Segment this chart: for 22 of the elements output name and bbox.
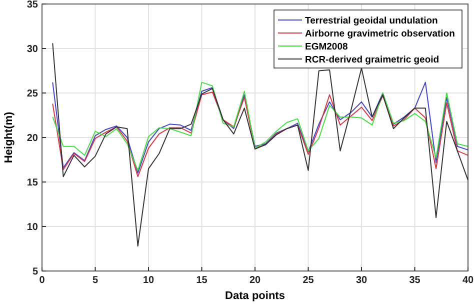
x-tick-label: 15 <box>196 275 208 286</box>
y-tick-label: 5 <box>32 266 38 278</box>
y-tick-label: 30 <box>26 44 38 55</box>
y-tick-label: 35 <box>26 0 38 10</box>
x-tick-label: 0 <box>39 275 46 286</box>
y-tick-label: 20 <box>26 133 38 144</box>
legend-label: Terrestrial geoidal undulation <box>305 16 438 26</box>
x-tick-label: 20 <box>249 275 261 286</box>
legend-label: RCR-derived graimetric geoid <box>305 54 440 66</box>
x-tick-label: 25 <box>302 275 314 286</box>
x-tick-label: 35 <box>409 275 421 286</box>
legend-label: EGM2008 <box>305 42 348 52</box>
x-tick-label: 10 <box>142 275 154 286</box>
y-tick-label: 15 <box>26 178 38 188</box>
x-axis-title: Data points <box>225 290 285 302</box>
x-tick-label: 30 <box>356 275 368 286</box>
y-axis-title: Height(m) <box>3 112 15 164</box>
legend-label: Airborne gravimetric observation <box>305 28 456 40</box>
x-tick-label: 5 <box>92 275 98 286</box>
x-tick-label: 40 <box>462 275 474 286</box>
y-tick-label: 10 <box>26 222 38 233</box>
y-tick-label: 25 <box>26 88 38 100</box>
